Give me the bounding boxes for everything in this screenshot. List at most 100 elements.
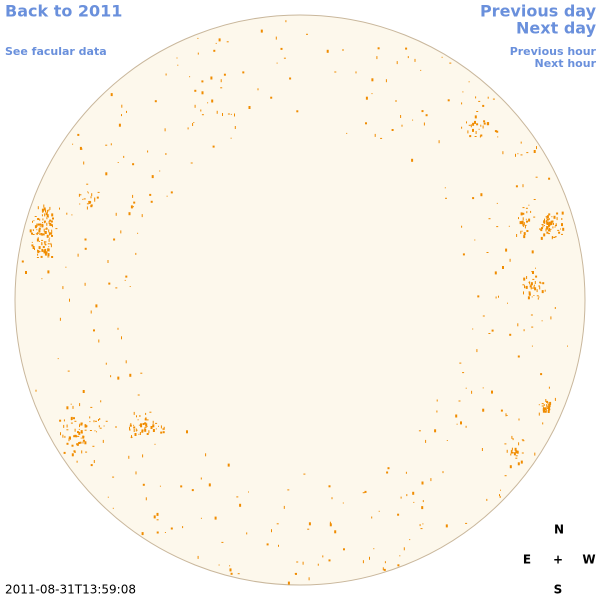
facular-spot [306,33,308,35]
facular-spot [77,435,80,437]
facular-spot [140,372,143,374]
facular-spot [133,426,136,429]
facular-spot [554,397,556,401]
timestamp: 2011-08-31T13:59:08 [5,583,136,597]
facular-spot [544,218,545,221]
facular-spot [32,246,35,249]
facular-spot [523,222,525,226]
facular-spot [140,423,142,426]
facular-spot [80,437,82,439]
facular-spot [561,218,563,220]
facular-spot [521,230,523,232]
facular-spot [371,516,373,519]
facular-spot [105,144,108,146]
facular-spot [94,198,96,202]
facular-spot [182,526,184,529]
facular-spot [479,135,481,138]
facular-spot [46,234,49,238]
facular-spot [156,519,159,521]
next-day-link[interactable]: Next day [516,19,597,38]
back-link[interactable]: Back to 2011 [5,2,122,21]
facular-spot [96,431,97,433]
facular-spot [191,489,194,492]
facular-spot [516,450,519,454]
facular-spot [71,444,74,447]
previous-hour-link[interactable]: Previous hour [510,45,597,58]
facular-spot [213,49,216,52]
facular-spot [494,271,497,275]
facular-spot [526,220,528,223]
facular-spot [271,529,272,533]
facular-spot [49,219,52,222]
facular-spot [41,278,43,280]
facular-spot [55,228,58,230]
facular-spot [516,234,518,237]
facular-spot [70,422,73,424]
facular-spot [465,425,467,428]
facular-spot [35,225,38,227]
facular-spot [63,424,65,428]
facular-spot [205,453,207,457]
facular-spot [99,418,101,420]
facular-spot [526,230,529,232]
next-hour-link[interactable]: Next hour [535,57,597,70]
facular-spot [137,394,140,396]
facular-spot [81,450,83,454]
facular-spot [488,333,491,334]
facular-spot [491,390,493,394]
facular-spot [115,287,118,289]
facular-spot [549,230,551,232]
facular-spot [31,241,33,243]
facular-spot [78,442,81,444]
facular-spot [551,216,553,218]
previous-day-link[interactable]: Previous day [480,2,597,21]
facular-spot [135,428,137,432]
facular-spot [38,227,41,230]
facular-spot [86,183,89,185]
facular-spot [215,42,217,44]
facular-spot [412,119,414,121]
facular-spot [59,317,61,321]
facular-spot [32,234,35,235]
facular-spot [546,405,548,409]
facular-spot [260,29,263,33]
facular-spot [79,403,81,407]
facular-spot [504,443,507,445]
facular-spot [544,410,547,413]
facular-spot [155,428,157,430]
facular-spot [527,296,530,300]
facular-spot [533,216,536,218]
facular-spot [73,417,75,420]
facular-spot [517,153,519,155]
facular-spot [364,490,367,493]
facular-spot [197,555,199,559]
facular-spot [334,71,337,73]
facular-spot [71,214,73,216]
facular-spot [438,140,440,144]
facular-spot [37,223,40,226]
facular-spot [221,541,224,543]
facular-spot [74,434,77,437]
facular-spot [248,106,251,109]
facular-spot [131,435,132,439]
facular-spot [63,419,65,422]
facular-spot [502,266,504,269]
facular-spot [528,292,531,295]
facular-spot [380,137,383,139]
facular-spot [84,282,86,286]
facular-spot [89,416,91,419]
facular-spot [525,218,527,220]
facular-spot [533,199,536,200]
facular-spot [425,439,427,443]
facular-spot [133,424,135,426]
facular-spot [139,432,141,435]
facular-spot [365,122,367,125]
facular-spot [522,207,525,209]
facular-spot [400,496,402,499]
facular-spot [289,77,292,80]
facular-link[interactable]: See facular data [5,45,107,58]
facular-spot [66,442,69,445]
facular-spot [535,267,536,269]
facular-spot [128,212,131,216]
facular-spot [529,281,531,285]
